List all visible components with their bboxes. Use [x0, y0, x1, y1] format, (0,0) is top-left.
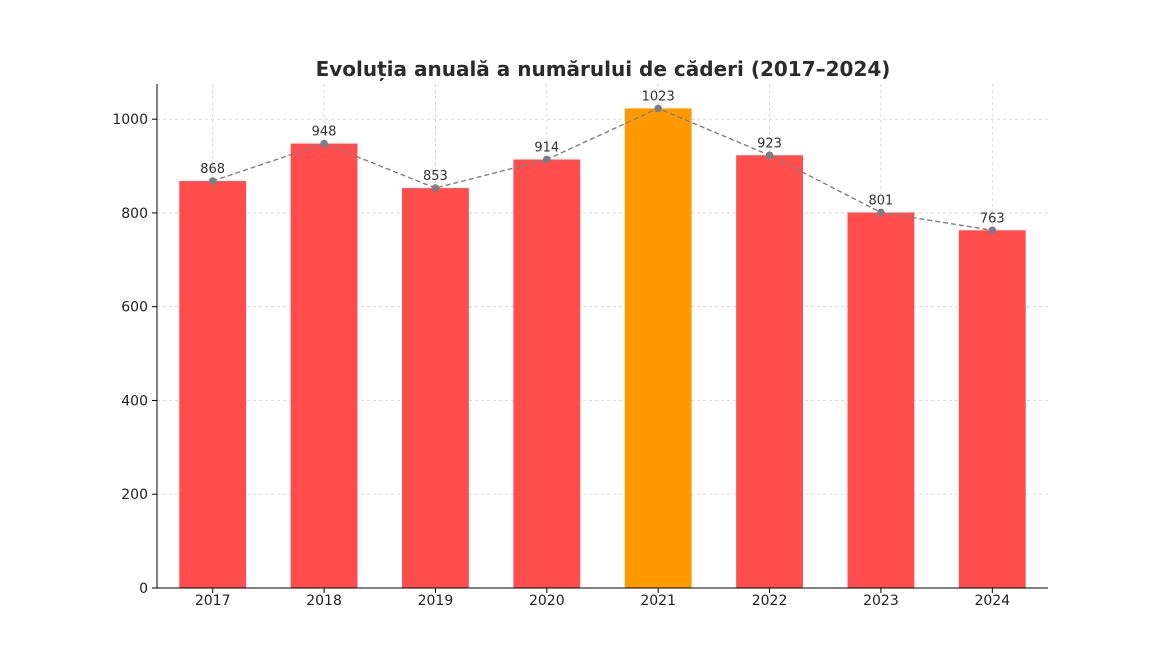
data-label-2022: 923 — [757, 136, 782, 151]
bar-2020 — [513, 159, 581, 588]
data-label-2017: 868 — [200, 162, 225, 177]
bar-2019 — [402, 188, 469, 589]
x-tick-label-2023: 2023 — [863, 593, 899, 609]
bar-2024 — [958, 230, 1026, 588]
x-tick-label-2021: 2021 — [640, 593, 676, 609]
data-label-2020: 914 — [534, 140, 559, 155]
y-tick-label-800: 800 — [121, 206, 148, 222]
marker-2019 — [431, 184, 440, 192]
bar-2021 — [624, 108, 692, 589]
x-tick-label-2019: 2019 — [418, 593, 454, 609]
axes: 0 200 400 600 800 1000 2017 2018 2019 2020 2021 202… — [112, 84, 1048, 609]
y-tick-label-400: 400 — [121, 393, 148, 409]
data-label-2024: 763 — [980, 211, 1005, 226]
chart-title: Evoluția anuală a numărului de căderi (2… — [316, 57, 891, 81]
data-label-2021: 1023 — [642, 89, 675, 104]
x-tick-label-2018: 2018 — [306, 593, 342, 609]
bar-2018 — [290, 143, 358, 588]
x-tick-label-2020: 2020 — [529, 593, 565, 609]
marker-2021 — [654, 104, 662, 113]
y-tick-label-1000: 1000 — [112, 112, 148, 128]
data-label-2019: 853 — [423, 169, 448, 184]
marker-2023 — [877, 208, 885, 217]
y-tick-label-200: 200 — [121, 487, 148, 503]
bar-2023 — [847, 212, 915, 588]
marker-2022 — [765, 151, 774, 160]
bar-2022 — [736, 155, 803, 589]
marker-2018 — [320, 139, 328, 148]
data-label-2023: 801 — [869, 193, 894, 208]
marker-2020 — [543, 155, 551, 164]
x-tick-label-2022: 2022 — [752, 593, 788, 609]
bar-2017 — [179, 181, 247, 588]
data-label-2018: 948 — [312, 125, 337, 140]
y-tick-label-0: 0 — [139, 581, 148, 597]
trend-line-path — [212, 107, 993, 231]
trend-line — [208, 104, 997, 235]
y-tick-label-600: 600 — [121, 300, 148, 316]
marker-2024 — [988, 226, 997, 235]
bars — [179, 108, 1026, 589]
marker-2017 — [208, 177, 217, 185]
x-tick-label-2017: 2017 — [195, 593, 231, 609]
x-tick-label-2024: 2024 — [974, 593, 1010, 609]
data-labels: 868 948 853 914 1023 923 801 763 — [200, 89, 1004, 226]
